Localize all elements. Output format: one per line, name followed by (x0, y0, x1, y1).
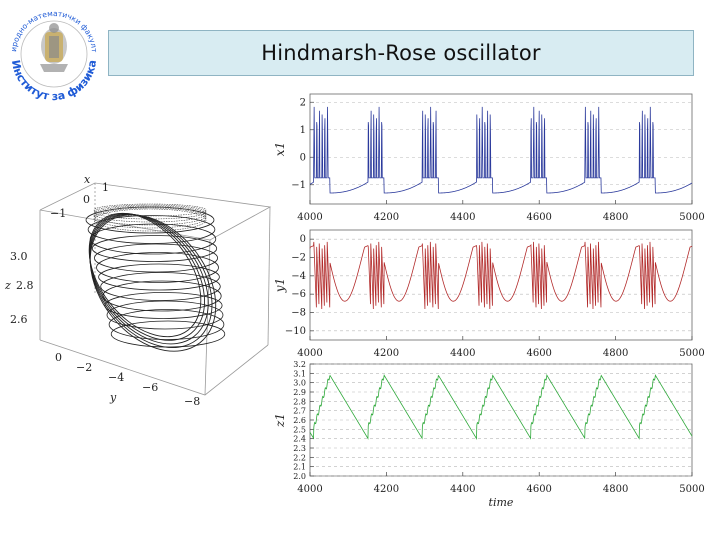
y-tick-label: 3.0 (293, 379, 306, 388)
y-axis-label: z1 (273, 413, 287, 428)
trajectory-loop (110, 320, 226, 348)
x-tick-label: 4600 (526, 212, 551, 223)
y-tick-label: 2.6 (293, 416, 306, 425)
x-tick-label: 4400 (450, 348, 475, 359)
trajectory-loop (89, 213, 209, 345)
trajectory-loop (93, 204, 207, 220)
trajectory-loop (89, 214, 217, 352)
time-series-panels: 2 1 0 −1 4000 4200 4400 4600 4800 5000 x1 0 −2 −4 −6 −8… (273, 93, 705, 509)
y-tick-label: 2.5 (293, 425, 306, 434)
y-tick-0: 0 (55, 351, 62, 364)
x-tick-label: 4000 (297, 212, 322, 223)
trajectory-loop (87, 215, 216, 244)
y-axis-label: x1 (273, 142, 287, 156)
title-bar: Hindmarsh-Rose oscillator (108, 30, 694, 76)
plot-box (39, 182, 272, 396)
trajectory-loop (106, 300, 224, 330)
x-axis-label: x (84, 173, 91, 186)
trajectory-loop (88, 212, 202, 338)
x-tick-label: 4200 (374, 348, 399, 359)
x-tick-1: 1 (102, 181, 109, 194)
x-tick-m1: −1 (50, 207, 66, 220)
y-tick-label: 0 (300, 234, 306, 245)
x-axis-label: time (489, 496, 514, 509)
trajectory-loop (89, 213, 213, 349)
x-tick-label: 4400 (450, 484, 475, 495)
y-tick-label: 2.1 (293, 463, 306, 472)
y-tick-m8: −8 (184, 395, 200, 408)
y-tick-label: −1 (291, 180, 306, 191)
series-line (309, 106, 693, 194)
y-tick-label: 2.7 (293, 407, 306, 416)
x-tick-label: 4800 (603, 348, 628, 359)
y-tick-label: 3.2 (293, 360, 306, 369)
trajectory-loop (98, 263, 220, 291)
trajectory-loop (104, 292, 223, 319)
y-tick-label: −2 (291, 253, 306, 264)
y-tick-label: 3.1 (293, 369, 306, 378)
y-tick-label: 2 (300, 97, 306, 108)
x-tick-0: 0 (83, 193, 90, 206)
z-tick-2-6: 2.6 (10, 313, 28, 326)
y-tick-label: 2.4 (293, 435, 306, 444)
x-tick-label: 4000 (297, 348, 322, 359)
x-tick-label: 4400 (450, 212, 475, 223)
y-tick-label: 2.0 (293, 472, 306, 481)
series-line (309, 374, 693, 440)
trajectory-loop (100, 272, 221, 301)
x-tick-label: 4800 (603, 484, 628, 495)
institute-logo: природно-математички факултет Институт з… (4, 2, 99, 102)
y-tick-label: −6 (291, 289, 306, 300)
y-tick-label: 2.9 (293, 388, 306, 397)
trajectory-loop (93, 203, 207, 217)
z-tick-3-0: 3.0 (10, 250, 28, 263)
x-tick-label: 5000 (679, 348, 704, 359)
y-tick-label: 2.3 (293, 444, 306, 453)
trajectory-loop (94, 243, 218, 273)
attractor-3d-plot: x 1 0 −1 3.0 z 2.8 2.6 0 −2 −4 −6 −8 y (4, 173, 272, 408)
y1-panel: 0 −2 −4 −6 −8 −10 4000 4200 4400 4600 4800 5000 y1 (273, 229, 705, 359)
x-tick-label: 4600 (526, 484, 551, 495)
y-axis-label: y1 (273, 278, 287, 293)
x-tick-label: 4200 (374, 484, 399, 495)
trajectory-loop (93, 207, 207, 229)
panel-frame (309, 229, 693, 341)
x1-panel: 2 1 0 −1 4000 4200 4400 4600 4800 5000 x1 (273, 93, 705, 223)
trajectory-loop (93, 208, 207, 232)
z-axis-label: z (4, 279, 11, 292)
slide-title: Hindmarsh-Rose oscillator (261, 41, 541, 65)
y-tick-label: 1 (300, 125, 306, 136)
trajectory-loop (108, 309, 225, 340)
panel-frame (309, 93, 693, 205)
y-tick-label: 2.2 (293, 453, 306, 462)
x-tick-label: 5000 (679, 484, 704, 495)
z-tick-2-8: 2.8 (16, 279, 34, 292)
trajectory-loop (93, 206, 207, 226)
y-tick-m4: −4 (108, 371, 124, 384)
trajectory-loop (93, 205, 207, 223)
series-line (309, 241, 693, 310)
y-tick-m2: −2 (76, 361, 92, 374)
y-tick-m6: −6 (142, 381, 158, 394)
x-tick-label: 4000 (297, 484, 322, 495)
y-tick-label: 2.8 (293, 397, 306, 406)
x-tick-label: 4200 (374, 212, 399, 223)
y-tick-label: −10 (285, 326, 306, 337)
x-tick-label: 4800 (603, 212, 628, 223)
y-tick-label: 0 (300, 152, 306, 163)
x-tick-label: 5000 (679, 212, 704, 223)
y-tick-label: −4 (291, 271, 306, 282)
y-tick-label: −8 (291, 308, 306, 319)
attractor-trajectory (85, 203, 226, 352)
y-axis-label: y (109, 391, 117, 404)
trajectory-loop (96, 252, 219, 283)
x-tick-label: 4600 (526, 348, 551, 359)
emblem-figure-icon (40, 23, 68, 72)
trajectory-loop (91, 235, 218, 262)
z1-panel: 3.23.13.02.92.82.72.62.52.42.32.22.12.0 4… (273, 360, 705, 509)
